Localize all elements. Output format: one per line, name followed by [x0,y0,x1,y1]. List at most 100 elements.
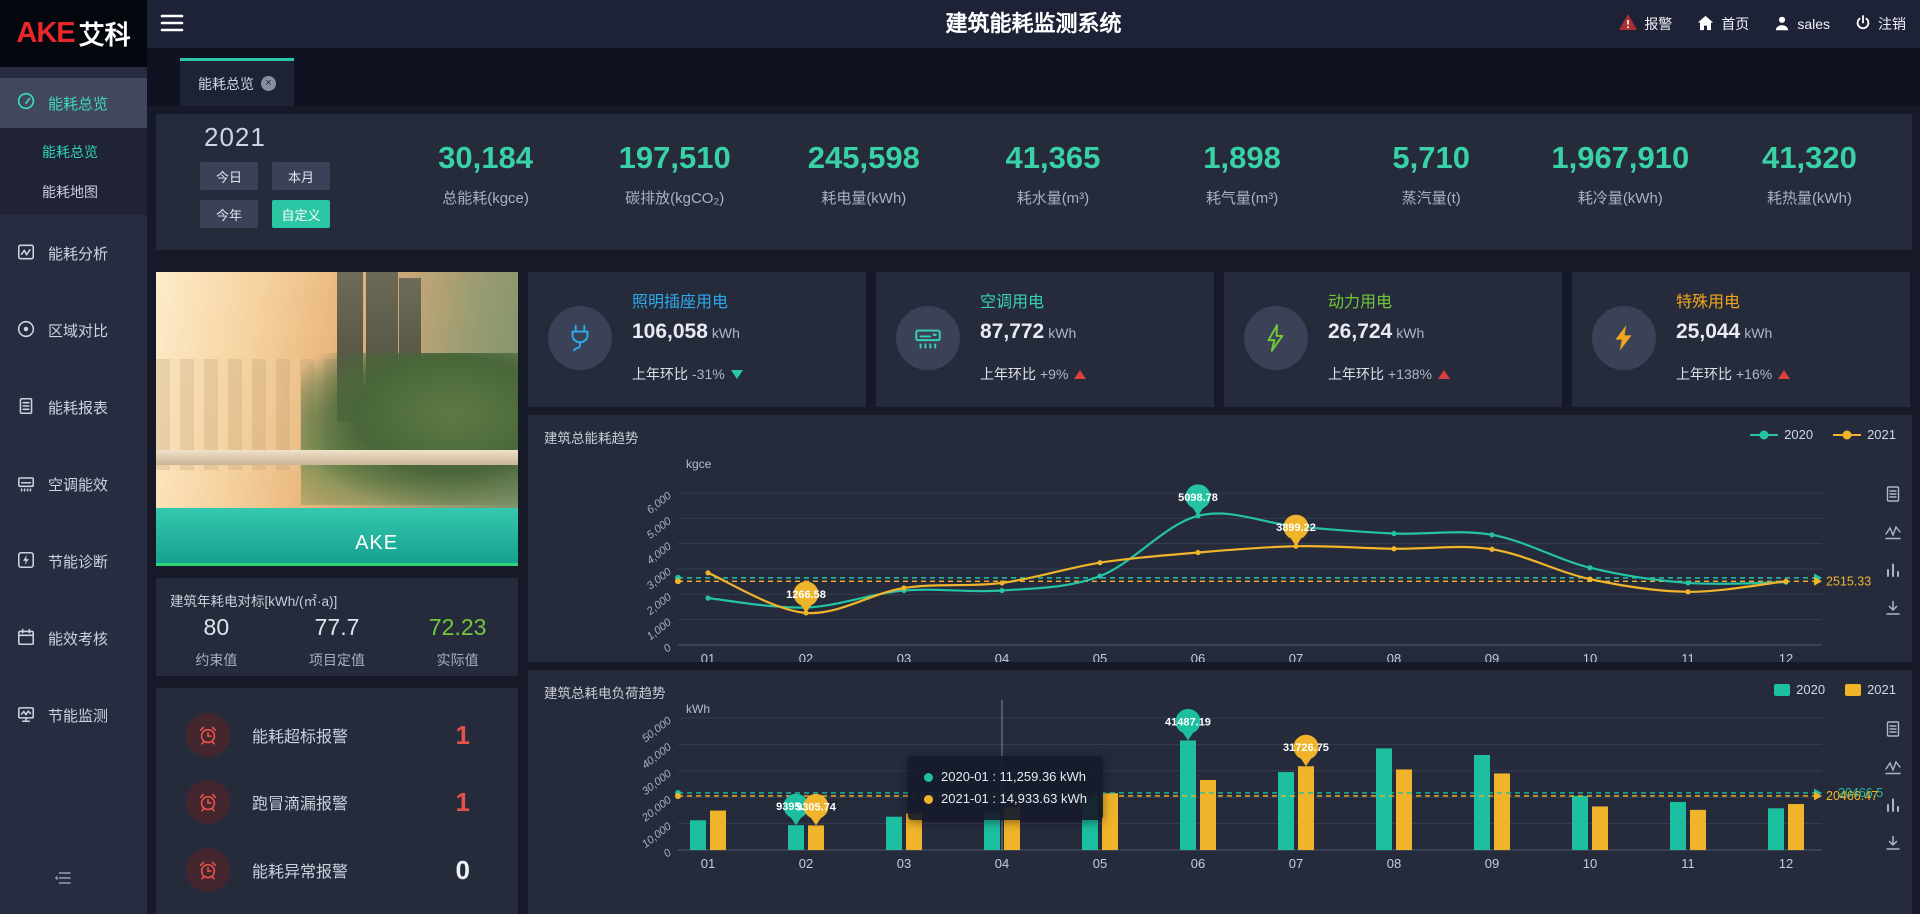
stat-steam: 5,710 蒸汽量(t) [1392,140,1470,207]
download-icon[interactable] [1884,834,1902,857]
sidebar-item-saving-monitor[interactable]: 节能监测 [0,677,147,754]
next-panel-edge [528,908,1912,914]
alarm-row-leakage[interactable]: 跑冒滴漏报警 1 [156,775,518,829]
sidebar-item-energy-overview[interactable]: 能耗总览 [0,78,147,128]
svg-text:09: 09 [1485,651,1499,662]
legend-item-2020[interactable]: 2020 [1774,682,1825,697]
sidebar-item-energy-analysis[interactable]: 能耗分析 [0,215,147,292]
alarm-bell-icon [186,848,230,892]
assessment-icon [16,627,36,651]
svg-text:07: 07 [1289,651,1303,662]
sidebar-item-saving-diagnosis[interactable]: 节能诊断 [0,523,147,600]
legend-item-2021[interactable]: 2021 [1833,427,1896,442]
stats-row: 30,184 总能耗(kgce) 197,510 碳排放(kgCO₂) 245,59… [391,140,1904,208]
svg-text:30,000: 30,000 [640,767,675,798]
tab-energy-overview[interactable]: 能耗总览 × [180,58,294,106]
svg-text:10,000: 10,000 [640,820,675,851]
alarm-row-abnormal[interactable]: 能耗异常报警 0 [156,843,518,897]
svg-text:1266.58: 1266.58 [786,589,826,601]
sidebar-collapse-icon[interactable] [52,869,74,892]
alarm-row-over-limit[interactable]: 能耗超标报警 1 [156,708,518,762]
svg-text:01: 01 [701,651,715,662]
chart-legend: 2020 2021 [1750,427,1896,442]
photo-trees [300,353,518,505]
alarm-icon [1618,13,1638,35]
download-icon[interactable] [1884,599,1902,622]
svg-text:05: 05 [1093,651,1107,662]
summary-panel: 2021 今日 本月 今年 自定义 30,184 总能耗(kgce) 197,51… [156,114,1912,250]
svg-text:09: 09 [1485,856,1499,871]
submenu-item-energy-map[interactable]: 能耗地图 [42,184,98,200]
sidebar-item-efficiency-assessment[interactable]: 能效考核 [0,600,147,677]
tooltip-series-value: 2021-01 : 14,933.63 kWh [941,791,1087,806]
svg-text:03: 03 [897,651,911,662]
monitoring-icon [16,704,36,728]
alarm-count: 0 [455,854,470,885]
svg-text:10: 10 [1583,651,1597,662]
bar-chart-icon[interactable] [1884,561,1902,584]
svg-text:3899.22: 3899.22 [1276,522,1316,534]
stat-gas: 1,898 耗气量(m³) [1203,140,1281,207]
period-month-button[interactable]: 本月 [272,162,330,190]
load-trend-chart-panel: 建筑总耗电负荷趋势 kWh 2020 2021 0 10,000 20,000 30,0… [528,670,1912,914]
ac-unit-icon [896,306,960,370]
data-view-icon[interactable] [1884,485,1902,508]
logo: AKE 艾科 [0,0,147,67]
submenu-item-energy-overview[interactable]: 能耗总览 [42,144,98,160]
trend-up-icon [1074,370,1087,379]
nav-home[interactable]: 首页 [1696,14,1749,35]
nav-logout[interactable]: 注销 [1854,14,1906,35]
year-label: 2021 [204,122,266,152]
nav-alarm[interactable]: 报警 [1618,13,1672,35]
svg-text:06: 06 [1191,651,1205,662]
nav-user[interactable]: sales [1773,14,1830,35]
legend-item-2020[interactable]: 2020 [1750,427,1813,442]
stat-carbon: 197,510 碳排放(kgCO₂) [618,140,731,207]
close-icon[interactable]: × [261,76,276,91]
sidebar-submenu: 能耗总览 能耗地图 [0,128,147,215]
svg-text:9305.74: 9305.74 [796,801,837,813]
analysis-icon [16,242,36,266]
sidebar-item-energy-report[interactable]: 能耗报表 [0,369,147,446]
svg-text:2,000: 2,000 [644,591,675,619]
svg-text:05: 05 [1093,856,1107,871]
alarm-count: 1 [455,786,470,817]
svg-text:10: 10 [1583,856,1597,871]
legend-item-2021[interactable]: 2021 [1845,682,1896,697]
sidebar-item-region-compare[interactable]: 区域对比 [0,292,147,369]
photo-water [156,507,518,563]
benchmark-actual: 72.23 实际值 [428,614,487,668]
benchmark-constraint: 80 约束值 [195,614,238,668]
svg-text:06: 06 [1191,856,1205,871]
svg-text:11: 11 [1681,651,1695,662]
data-view-icon[interactable] [1884,720,1902,743]
menu-toggle-icon[interactable] [160,13,184,38]
home-icon [1696,14,1715,35]
bar-chart-icon[interactable] [1884,796,1902,819]
gauge-icon [16,91,36,116]
svg-text:4,000: 4,000 [645,540,675,567]
svg-text:20,000: 20,000 [639,794,674,825]
chart-tooltip: 2020-01 : 11,259.36 kWh 2021-01 : 14,933.… [908,756,1103,820]
sidebar-item-hvac-efficiency[interactable]: 空调能效 [0,446,147,523]
user-icon [1773,14,1791,35]
plug-icon [548,306,612,370]
svg-text:01: 01 [701,856,715,871]
tooltip-series-dot [924,772,933,782]
period-custom-button[interactable]: 自定义 [272,200,330,228]
alarm-count: 1 [455,719,470,750]
line-chart-icon[interactable] [1884,758,1902,781]
svg-text:12: 12 [1779,856,1793,871]
period-today-button[interactable]: 今日 [200,162,258,190]
svg-text:11: 11 [1681,856,1695,871]
logout-icon [1854,14,1872,35]
svg-text:0: 0 [662,846,675,860]
svg-text:07: 07 [1289,856,1303,871]
svg-text:0: 0 [662,641,675,655]
page-title: 建筑能耗监测系统 [945,11,1122,36]
line-chart-icon[interactable] [1884,523,1902,546]
photo-bridge [156,449,518,465]
period-year-button[interactable]: 今年 [200,200,258,228]
